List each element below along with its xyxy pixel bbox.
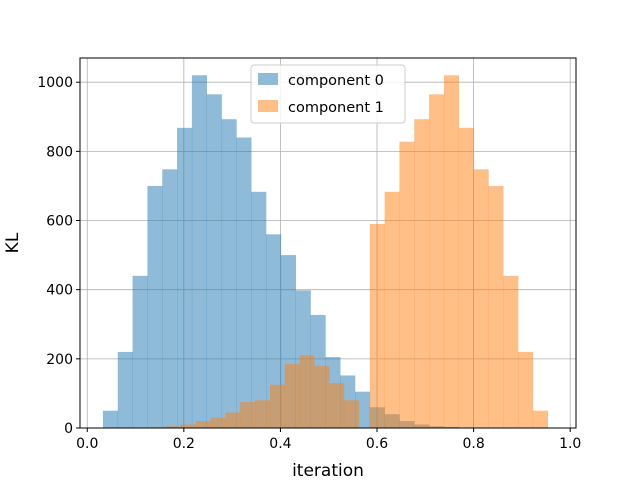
legend-label-component-0: component 0 [288, 73, 384, 89]
x-axis-label: iteration [292, 461, 364, 480]
y-tick-label: 1000 [37, 75, 73, 91]
legend-label-component-1: component 1 [288, 100, 384, 116]
bars [102, 75, 548, 429]
y-tick-label: 0 [64, 421, 73, 437]
legend-swatch-component-0 [258, 73, 278, 85]
bar-component-0 [251, 191, 267, 428]
bar-component-1 [399, 141, 415, 428]
bar-component-1 [195, 421, 211, 428]
bar-component-0 [191, 75, 208, 428]
x-tick-label: 1.0 [559, 436, 581, 452]
bar-component-1 [518, 351, 534, 428]
bar-component-1 [329, 383, 345, 428]
bar-component-1 [210, 417, 226, 428]
bar-component-1 [488, 185, 504, 428]
bar-component-1 [369, 223, 385, 428]
legend: component 0 component 1 [250, 64, 406, 124]
bar-component-1 [532, 410, 548, 428]
bar-component-0 [266, 234, 282, 428]
bar-component-0 [102, 410, 119, 428]
bar-component-0 [117, 351, 133, 428]
bar-component-1 [443, 75, 460, 428]
bar-component-1 [458, 127, 474, 428]
bar-component-1 [414, 119, 430, 429]
x-tick-label: 0.0 [76, 436, 98, 452]
bar-component-0 [236, 137, 252, 428]
bar-component-1 [429, 94, 445, 428]
bar-component-1 [343, 400, 360, 428]
bar-component-1 [503, 275, 519, 428]
bar-component-1 [240, 402, 256, 428]
bar-component-0 [177, 127, 193, 428]
y-tick-label: 200 [46, 352, 73, 368]
bar-component-1 [299, 355, 315, 428]
bar-component-0 [221, 119, 237, 429]
bar-component-0 [147, 185, 163, 428]
bar-component-1 [284, 364, 300, 428]
y-axis-label: KL [3, 232, 23, 253]
bar-component-1 [269, 384, 285, 428]
bar-component-1 [166, 426, 182, 428]
y-tick-label: 800 [46, 144, 73, 160]
x-tick-label: 0.4 [269, 436, 291, 452]
plot-frame [79, 57, 577, 429]
bar-component-0 [206, 94, 222, 428]
bar-component-0 [162, 169, 178, 428]
bar-component-1 [180, 424, 197, 428]
legend-swatch-component-1 [258, 100, 278, 112]
y-tick-label: 400 [46, 283, 73, 299]
bar-component-0 [132, 275, 148, 428]
x-tick-label: 0.2 [173, 436, 195, 452]
x-tick-label: 0.8 [462, 436, 484, 452]
bar-component-1 [314, 365, 330, 428]
bar-component-1 [255, 400, 271, 428]
bar-component-1 [384, 191, 400, 428]
legend-box [250, 64, 406, 124]
bar-component-1 [225, 412, 241, 428]
bar-component-1 [473, 169, 489, 428]
ticks: 0.0 0.2 0.4 0.6 0.8 1.0 0 200 400 600 800 1000 [37, 75, 581, 452]
y-tick-label: 600 [46, 214, 73, 230]
x-tick-label: 0.6 [366, 436, 388, 452]
